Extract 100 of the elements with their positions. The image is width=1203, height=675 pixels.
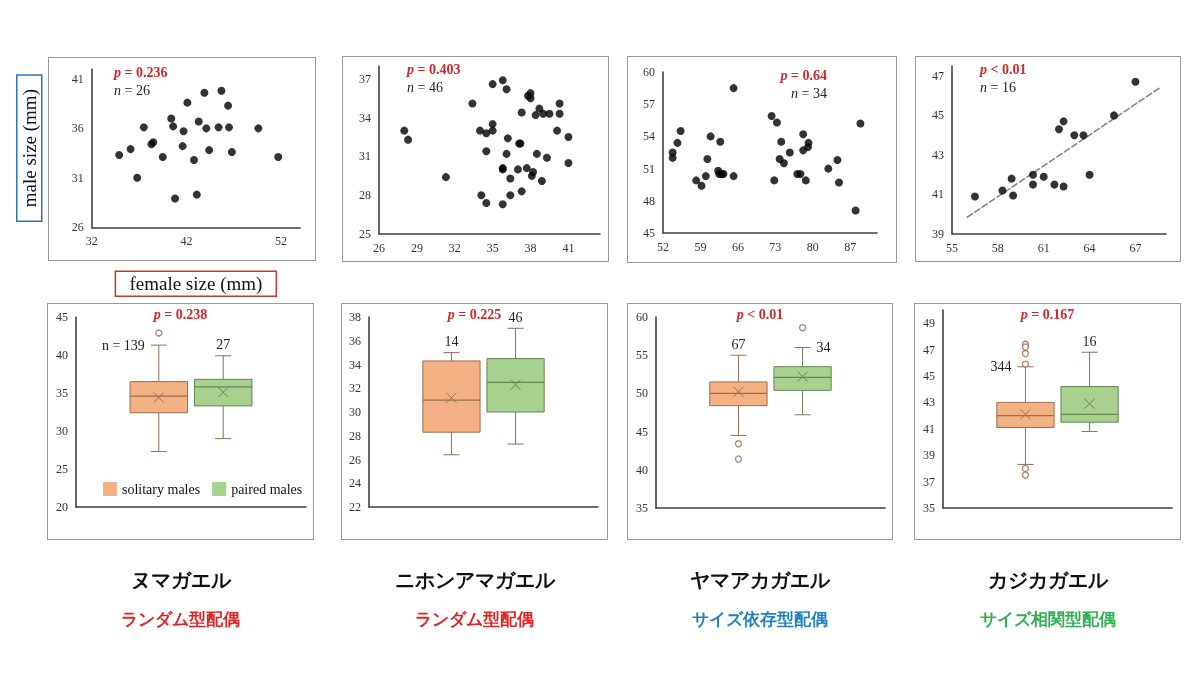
annotation: p < 0.01 <box>979 61 1027 77</box>
y-tick-label: 31 <box>71 170 84 185</box>
x-axis-title: female size (mm) <box>129 273 263 296</box>
x-tick-label: 52 <box>275 234 288 249</box>
x-tick-label: 61 <box>1037 241 1050 255</box>
text: カジカガエル <box>987 568 1109 592</box>
y-tick-label: 35 <box>923 501 935 515</box>
y-tick-label: 41 <box>932 187 944 202</box>
x-tick-label: 41 <box>562 241 575 255</box>
x-tick-label: 52 <box>657 240 669 254</box>
y-tick-label: 35 <box>56 386 68 400</box>
y-tick-label: 26 <box>349 452 361 467</box>
y-tick-label: 38 <box>349 310 361 324</box>
annotation: p < 0.01 <box>735 306 784 322</box>
y-tick-label: 37 <box>359 71 371 86</box>
y-tick-label: 32 <box>349 381 361 396</box>
y-axis-title: male size (mm) <box>18 89 41 208</box>
y-tick-label: 43 <box>932 147 944 162</box>
annotation: p = 0.225 <box>446 306 502 322</box>
y-tick-label: 36 <box>71 121 84 136</box>
text: ランダム型配偶 <box>415 608 534 629</box>
y-tick-label: 25 <box>56 462 68 476</box>
y-tick-label: 54 <box>643 129 655 144</box>
y-tick-label: 26 <box>71 220 84 235</box>
y-tick-label: 39 <box>932 227 944 241</box>
x-tick-label: 32 <box>85 234 98 249</box>
y-tick-label: 28 <box>359 188 371 203</box>
y-tick-label: 41 <box>923 421 935 436</box>
annotation: 34 <box>816 340 831 356</box>
annotation: 27 <box>216 337 231 353</box>
legend-label: solitary males <box>122 481 201 497</box>
y-tick-label: 57 <box>643 97 655 112</box>
annotation: 344 <box>990 359 1012 375</box>
y-tick-label: 45 <box>923 369 935 383</box>
x-tick-label: 38 <box>524 241 537 255</box>
y-tick-label: 55 <box>636 348 648 363</box>
annotation: n = 139 <box>101 337 145 353</box>
x-tick-label: 29 <box>410 241 423 255</box>
x-tick-label: 80 <box>806 240 819 254</box>
text: サイズ相関型配偶 <box>979 608 1116 629</box>
annotation: p = 0.403 <box>406 61 461 77</box>
annotation: n = 46 <box>407 79 443 95</box>
x-tick-label: 32 <box>448 241 461 255</box>
y-tick-label: 31 <box>359 149 371 164</box>
y-tick-label: 45 <box>636 424 648 439</box>
x-tick-label: 64 <box>1083 241 1096 255</box>
y-tick-label: 20 <box>56 500 68 514</box>
x-tick-label: 87 <box>844 240 857 254</box>
y-tick-label: 50 <box>636 386 648 401</box>
y-tick-label: 60 <box>643 65 655 79</box>
annotation: 46 <box>508 309 523 325</box>
annotation: 14 <box>444 334 459 350</box>
x-tick-label: 58 <box>991 241 1004 255</box>
y-tick-label: 49 <box>923 316 935 331</box>
y-tick-label: 45 <box>643 226 655 240</box>
annotation: p = 0.238 <box>152 306 208 322</box>
annotation: p = 0.64 <box>779 67 828 83</box>
y-tick-label: 47 <box>923 342 935 357</box>
y-tick-label: 45 <box>56 310 68 324</box>
y-tick-label: 40 <box>56 348 68 362</box>
y-tick-label: 47 <box>932 68 944 83</box>
y-tick-label: 45 <box>932 108 944 123</box>
y-tick-label: 35 <box>636 501 648 515</box>
x-tick-label: 59 <box>694 240 707 254</box>
y-tick-label: 22 <box>349 500 361 514</box>
x-tick-label: 55 <box>946 241 958 255</box>
x-tick-label: 67 <box>1129 241 1142 255</box>
y-tick-label: 60 <box>636 310 648 324</box>
y-tick-label: 34 <box>349 357 361 372</box>
text: ヤマアカガエル <box>690 568 831 592</box>
y-tick-label: 30 <box>349 405 361 419</box>
text: ランダム型配偶 <box>121 608 240 629</box>
annotation: n = 16 <box>980 79 1016 95</box>
y-tick-label: 28 <box>349 428 361 443</box>
annotation: p = 0.236 <box>113 64 168 80</box>
y-tick-label: 41 <box>71 71 84 86</box>
x-tick-label: 42 <box>180 234 193 249</box>
annotation: n = 34 <box>791 85 828 101</box>
x-tick-label: 35 <box>486 241 499 255</box>
text: サイズ依存型配偶 <box>692 608 828 629</box>
y-tick-label: 30 <box>56 424 68 438</box>
x-tick-label: 26 <box>373 241 385 255</box>
y-tick-label: 34 <box>359 110 371 125</box>
x-tick-label: 73 <box>769 240 782 254</box>
text: ヌマガエル <box>130 568 232 592</box>
y-tick-label: 39 <box>923 448 935 463</box>
y-tick-label: 24 <box>349 476 361 491</box>
annotation: n = 26 <box>114 82 150 98</box>
y-tick-label: 36 <box>349 333 361 348</box>
y-tick-label: 43 <box>923 395 935 410</box>
annotation: 67 <box>731 336 746 352</box>
y-tick-label: 40 <box>636 462 648 477</box>
x-tick-label: 66 <box>731 240 744 254</box>
y-tick-label: 37 <box>923 474 935 489</box>
legend-label: paired males <box>231 481 303 497</box>
y-tick-label: 25 <box>359 227 371 241</box>
annotation: p = 0.167 <box>1019 306 1075 322</box>
y-tick-label: 48 <box>643 193 655 208</box>
text: ニホンアマガエル <box>394 568 556 592</box>
annotation: 16 <box>1082 333 1097 349</box>
